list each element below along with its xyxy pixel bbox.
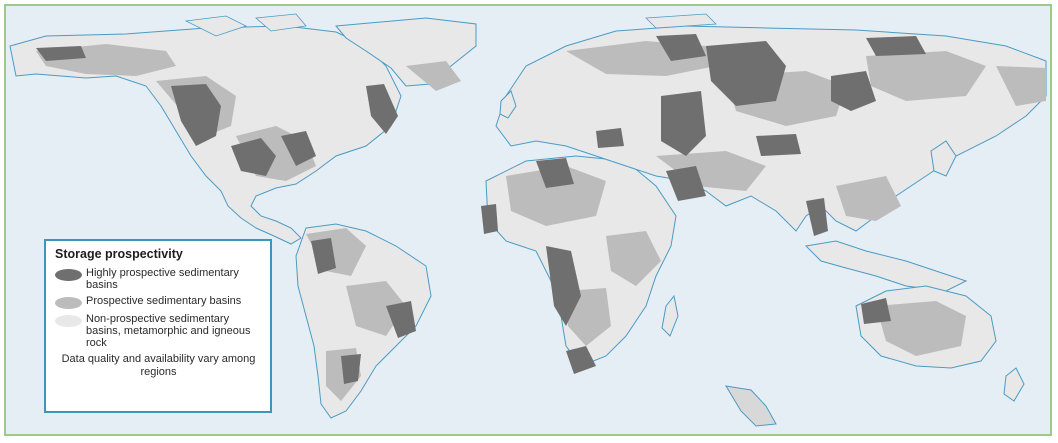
legend-item-non-prospective: Non-prospective sedimentary basins, meta… bbox=[55, 313, 262, 349]
highly-prospective-swatch bbox=[55, 269, 82, 281]
legend: Storage prospectivity Highly prospective… bbox=[44, 239, 272, 413]
landmass-antarctic-bits bbox=[725, 385, 777, 427]
highly-prospective-basins bbox=[36, 34, 926, 384]
landmass-new-zealand bbox=[1003, 367, 1025, 402]
legend-note: Data quality and availability vary among… bbox=[61, 353, 256, 378]
legend-title: Storage prospectivity bbox=[55, 247, 183, 261]
landmass-madagascar bbox=[661, 294, 679, 337]
legend-item-label: Prospective sedimentary basins bbox=[86, 295, 242, 307]
legend-item-label: Highly prospective sedimentary basins bbox=[86, 267, 239, 291]
non-prospective-swatch bbox=[55, 315, 82, 327]
legend-item-label: Non-prospective sedimentary basins, meta… bbox=[86, 313, 251, 349]
landmass-indonesia bbox=[804, 240, 968, 292]
world-map: Storage prospectivity Highly prospective… bbox=[4, 4, 1052, 436]
landmass-uk bbox=[499, 90, 517, 119]
landmass-japan bbox=[930, 140, 957, 177]
legend-item-highly-prospective: Highly prospective sedimentary basins bbox=[55, 267, 262, 291]
legend-item-prospective: Prospective sedimentary basins bbox=[55, 295, 262, 309]
arctic-islands bbox=[184, 13, 717, 37]
prospective-swatch bbox=[55, 297, 82, 309]
